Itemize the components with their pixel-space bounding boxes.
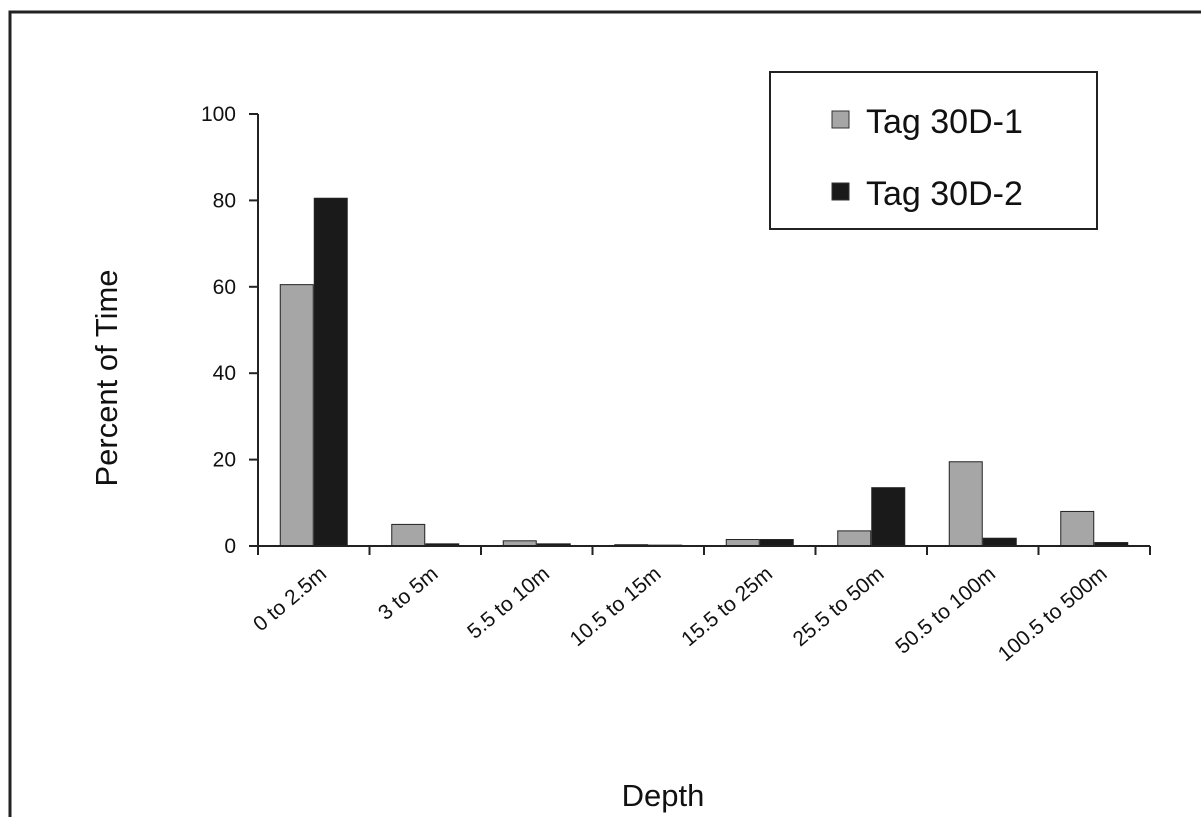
x-category-label: 5.5 to 10m [463,562,554,643]
legend-label-tag-30d-2: Tag 30D-2 [866,175,1023,213]
bar-tag-30d-1-8 [1060,510,1095,547]
y-axis-title: Percent of Time [89,269,124,486]
figure-border [8,10,1201,817]
x-category-label: 100.5 to 500m [994,562,1112,666]
bar-tag-30d-1-2 [391,523,426,547]
bar-tag-30d-2-1 [313,197,348,547]
bar-tag-30d-1-1 [279,284,314,547]
y-tick-label: 20 [213,449,236,472]
y-tick-label: 100 [201,103,236,126]
x-category-label: 50.5 to 100m [891,562,1000,658]
y-tick-label: 60 [213,276,236,299]
x-category-label: 3 to 5m [374,562,442,625]
x-category-label: 15.5 to 25m [677,562,777,651]
x-axis-title: Depth [622,778,705,813]
x-category-label: 0 to 2.5m [249,562,331,636]
y-tick-label: 0 [224,535,236,558]
legend: Tag 30D-1 Tag 30D-2 [769,71,1098,230]
legend-swatch-tag-30d-2 [831,182,850,201]
legend-label-tag-30d-1: Tag 30D-1 [866,103,1023,141]
x-category-label: 10.5 to 15m [566,562,666,651]
y-tick-label: 80 [213,189,236,212]
legend-swatch-tag-30d-1 [831,110,850,129]
x-category-label: 25.5 to 50m [789,562,889,651]
legend-box [769,71,1098,230]
y-tick-label: 40 [213,362,236,385]
bar-tag-30d-2-7 [982,537,1017,547]
bar-tag-30d-1-7 [948,461,983,547]
bar-tag-30d-2-6 [871,487,906,547]
bar-tag-30d-1-6 [837,530,872,547]
